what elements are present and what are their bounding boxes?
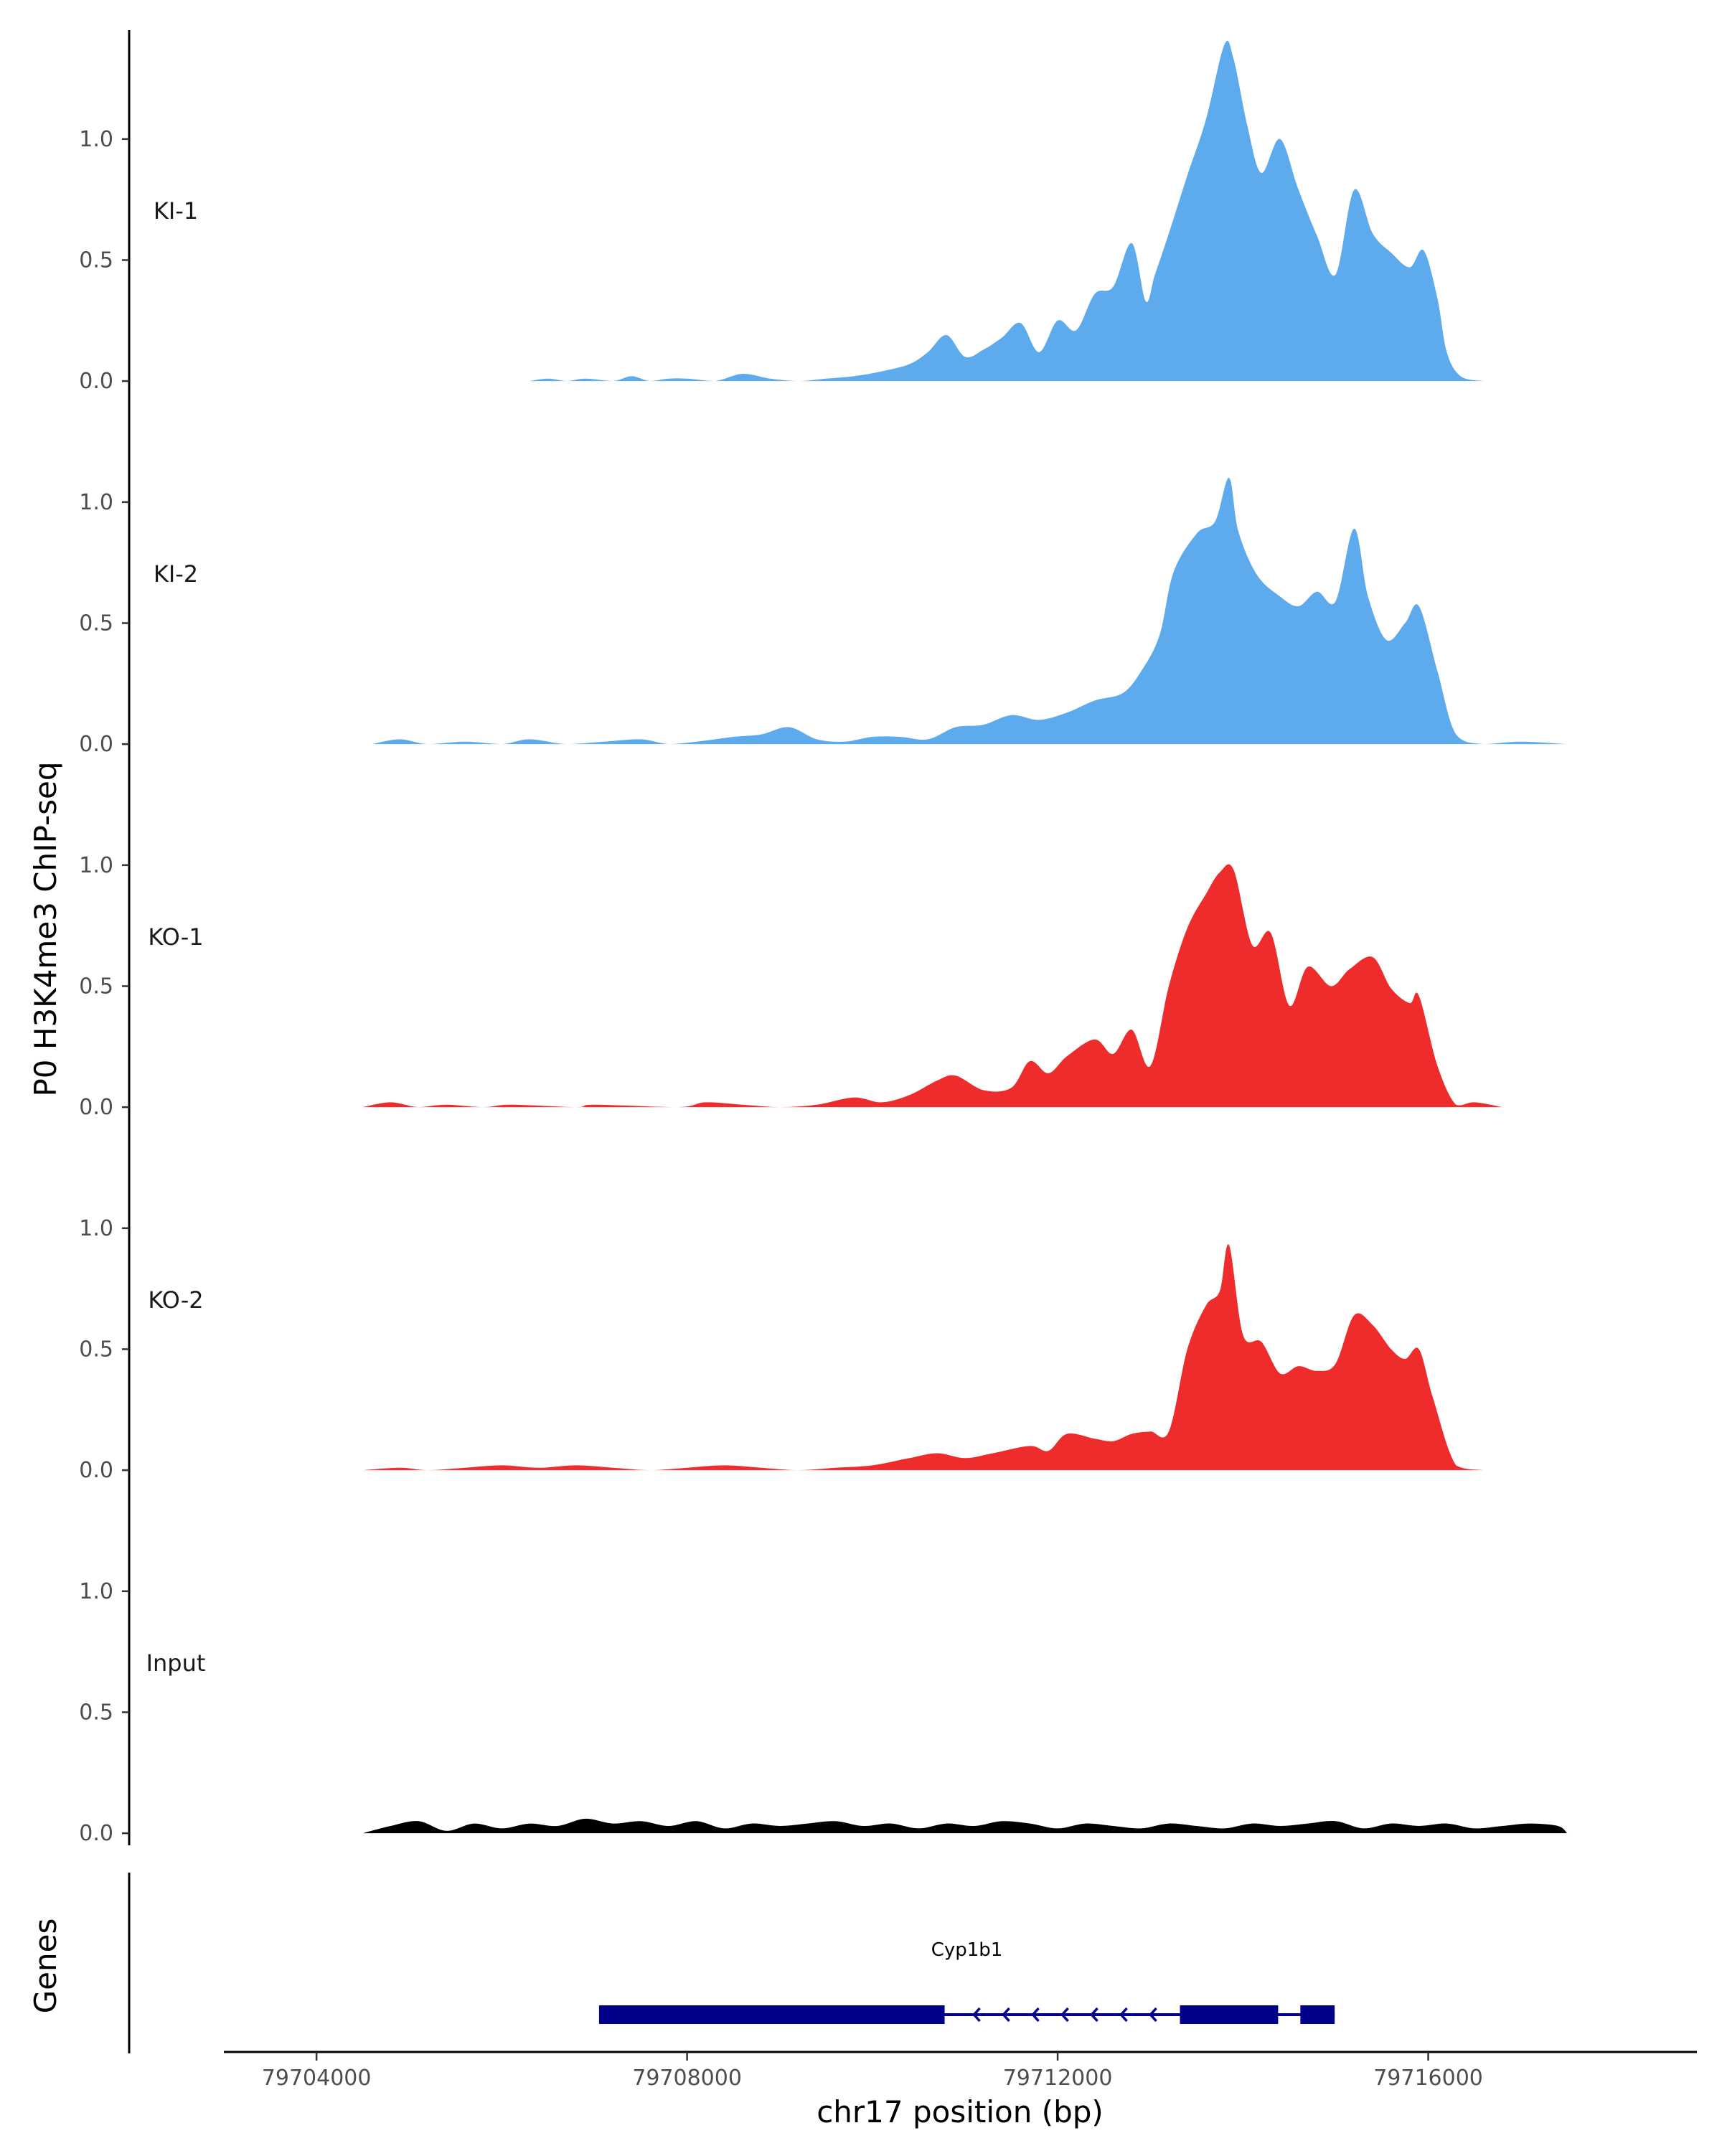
x-axis-tick-label: 79716000 <box>1373 2066 1483 2091</box>
track-ki-2: 0.0 0.5 1.0 KI-2 <box>79 393 1568 757</box>
track-ki-2-label: KI-2 <box>154 560 198 588</box>
y-axis-title: P0 H3K4me3 ChIP-seq <box>28 761 63 1096</box>
track-ko-1-signal-area <box>362 864 1502 1108</box>
signal-tracks: 0.00.51.0KI-10.00.51.0KI-20.00.51.0KO-10… <box>79 30 1568 1846</box>
track-ko-1: 0.0 0.5 1.0 KO-1 <box>79 756 1502 1120</box>
track-ko-1-y-tick-label: 1.0 <box>79 853 113 878</box>
track-ko-2-y-tick-label: 0.0 <box>79 1458 113 1483</box>
gene-cyp1b1-strand-arrow <box>1002 2007 1010 2023</box>
track-ko-2-signal-area <box>362 1244 1512 1471</box>
gene-cyp1b1-exon <box>1300 2005 1335 2024</box>
track-ki-1-y-tick-label: 0.5 <box>79 248 113 273</box>
gene-cyp1b1-exon <box>598 2005 945 2024</box>
gene-cyp1b1-strand-arrow <box>1090 2007 1098 2023</box>
gene-cyp1b1-strand-arrow <box>1060 2007 1069 2023</box>
track-ko-2-y-tick-label: 0.5 <box>79 1337 113 1362</box>
x-axis: chr17 position (bp) 79704000 79708000 7971… <box>224 2051 1697 2129</box>
gene-cyp1b1-strand-arrow <box>1119 2007 1128 2023</box>
gene-cyp1b1-strand-arrow <box>972 2007 981 2023</box>
genes-track-title: Genes <box>28 1919 63 2014</box>
gene-cyp1b1-strand-arrow <box>1031 2007 1040 2023</box>
track-ki-1-signal-area <box>530 40 1484 382</box>
track-ki-1: 0.0 0.5 1.0 KI-1 <box>79 30 1484 394</box>
gene-cyp1b1-strand-arrow <box>1149 2007 1157 2023</box>
track-ki-1-label: KI-1 <box>154 197 198 225</box>
gene-cyp1b1-exon <box>1180 2005 1279 2024</box>
x-axis-tick-label: 79712000 <box>1003 2066 1113 2091</box>
track-input-y-tick-label: 0.0 <box>79 1821 113 1846</box>
track-ko-2: 0.0 0.5 1.0 KO-2 <box>79 1119 1512 1483</box>
track-ko-1-y-tick-label: 0.5 <box>79 974 113 999</box>
track-ki-2-signal-area <box>372 478 1568 745</box>
track-ko-2-label: KO-2 <box>148 1286 203 1314</box>
x-axis-title: chr17 position (bp) <box>817 2094 1104 2129</box>
track-ko-2-y-tick-label: 1.0 <box>79 1216 113 1241</box>
gene-cyp1b1-label: Cyp1b1 <box>931 1939 1003 1961</box>
track-ko-1-y-tick-label: 0.0 <box>79 1095 113 1120</box>
gene-cyp1b1: Cyp1b1 <box>598 1939 1335 2024</box>
track-input-y-tick-label: 0.5 <box>79 1700 113 1725</box>
track-input: 0.0 0.5 1.0 Input <box>79 1482 1568 1846</box>
track-input-label: Input <box>146 1649 206 1677</box>
track-ki-1-y-tick-label: 1.0 <box>79 127 113 152</box>
track-input-signal-area <box>362 1818 1568 1834</box>
genes-track: Genes Cyp1b1 <box>28 1873 1335 2053</box>
track-ko-1-label: KO-1 <box>148 923 203 951</box>
track-input-y-tick-label: 1.0 <box>79 1579 113 1604</box>
track-ki-2-y-tick-label: 0.5 <box>79 611 113 636</box>
x-axis-tick-label: 79708000 <box>632 2066 742 2091</box>
x-axis-tick-label: 79704000 <box>262 2066 372 2091</box>
track-ki-2-y-tick-label: 1.0 <box>79 490 113 515</box>
track-ki-2-y-tick-label: 0.0 <box>79 732 113 757</box>
track-ki-1-y-tick-label: 0.0 <box>79 369 113 394</box>
